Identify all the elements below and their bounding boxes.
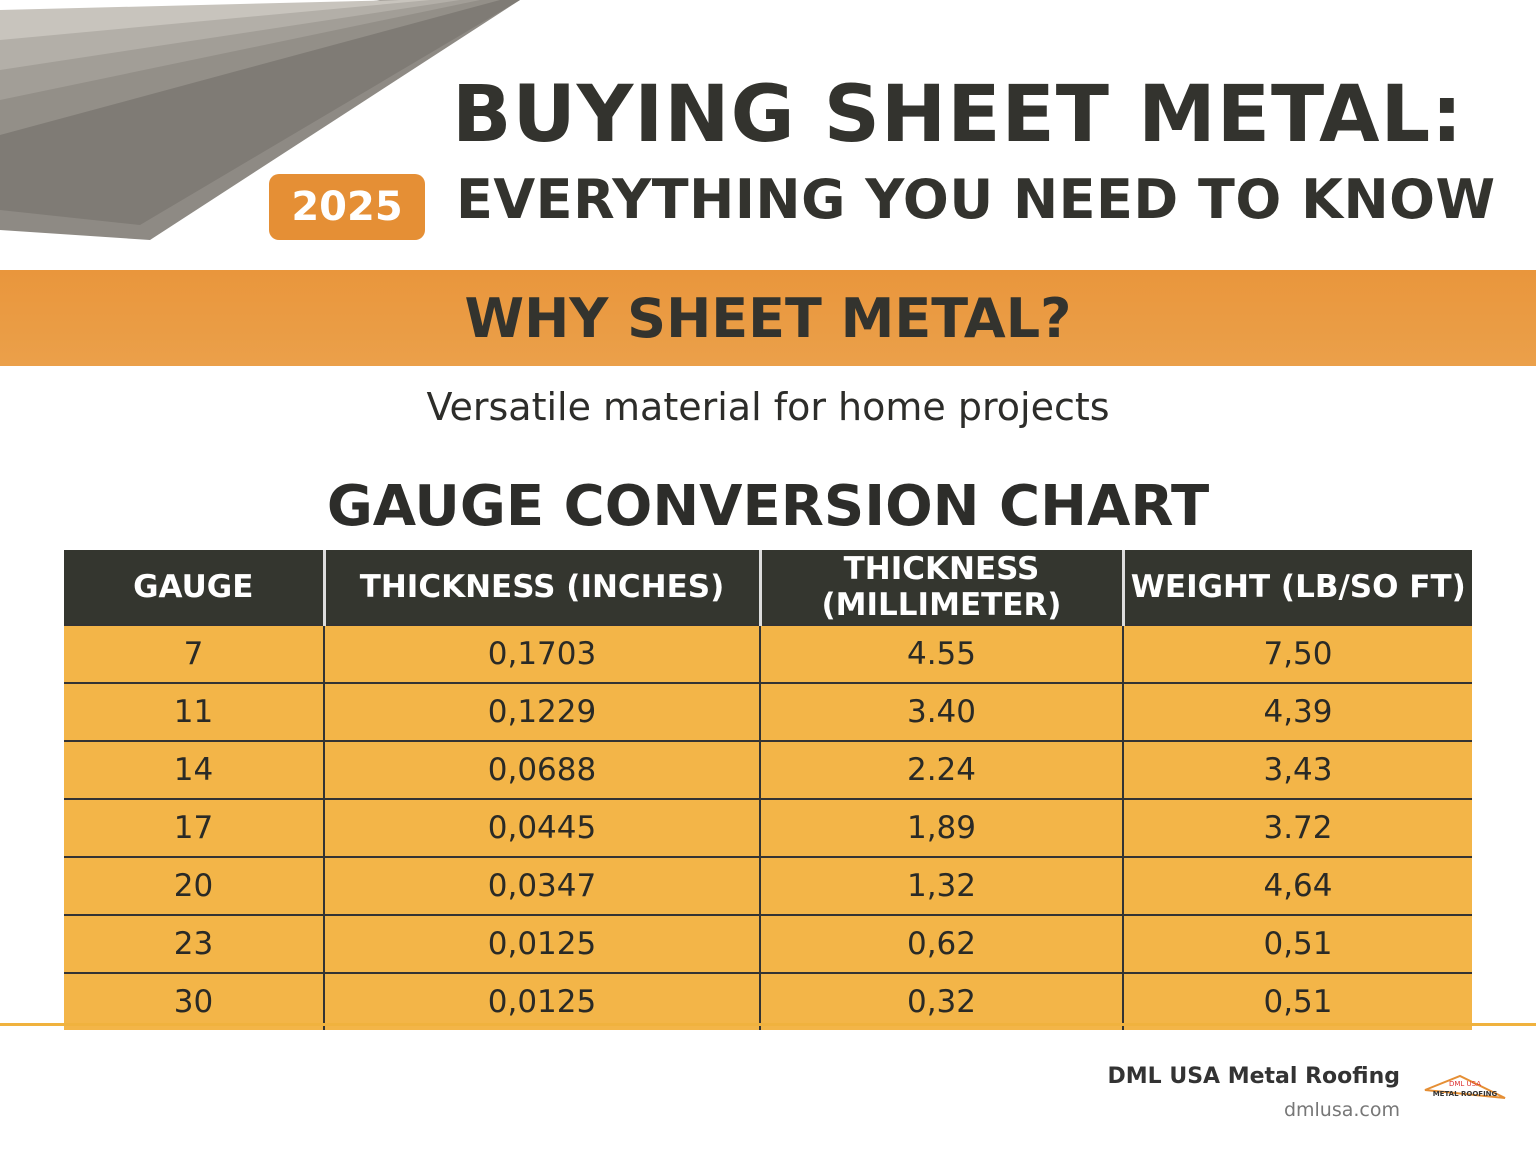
table-cell: 3,43 (1122, 740, 1472, 799)
table-row: 7 0,1703 4.55 7,50 (64, 624, 1472, 683)
brand-name: DML USA Metal Roofing (1107, 1064, 1401, 1089)
table-cell: 4.55 (759, 624, 1123, 683)
table-cell: 7 (64, 624, 324, 683)
table-row: 23 0,0125 0,62 0,51 (64, 914, 1472, 973)
table-cell: 0,1229 (323, 682, 760, 741)
table-cell: 0,32 (759, 972, 1123, 1030)
table-cell: 4,39 (1122, 682, 1472, 741)
table-cell: 17 (64, 798, 324, 857)
table-cell: 3.72 (1122, 798, 1472, 857)
table-cell: 0,51 (1122, 972, 1472, 1030)
table-row: 11 0,1229 3.40 4,39 (64, 682, 1472, 741)
logo-bottom: METAL ROOFING (1433, 1090, 1498, 1098)
table-row: 30 0,0125 0,32 0,51 (64, 972, 1472, 1030)
brand-url: dmlusa.com (1283, 1099, 1400, 1121)
table-row: 17 0,0445 1,89 3.72 (64, 798, 1472, 857)
table-cell: 7,50 (1122, 624, 1472, 683)
table-row: 14 0,0688 2.24 3,43 (64, 740, 1472, 799)
column-header: THICKNESS (MILLIMETER) (758, 550, 1123, 625)
table-cell: 0,0125 (323, 972, 760, 1030)
table-cell: 0,0347 (323, 856, 760, 915)
table-cell: 0,0688 (323, 740, 760, 799)
table-cell: 0,0445 (323, 798, 760, 857)
table-cell: 1,89 (759, 798, 1123, 857)
table-body: 7 0,1703 4.55 7,50 11 0,1229 3.40 4,39 14 0,0688 2… (64, 624, 1472, 1030)
sheet-metal-image (0, 0, 520, 240)
table-title: GAUGE CONVERSION CHART (326, 474, 1210, 539)
subtitle: EVERYTHING YOU NEED TO KNOW (456, 168, 1496, 231)
table-cell: 2.24 (759, 740, 1123, 799)
table-cell: 4,64 (1122, 856, 1472, 915)
table-cell: 0,1703 (323, 624, 760, 683)
column-header: WEIGHT (LB/SO FT) (1121, 550, 1472, 625)
divider (0, 1023, 1536, 1026)
title: BUYING SHEET METAL: (452, 70, 1464, 160)
table-cell: 0,51 (1122, 914, 1472, 973)
section-banner: WHY SHEET METAL? (0, 270, 1536, 366)
year-badge: 2025 (269, 174, 425, 240)
table-cell: 23 (64, 914, 324, 973)
table-row: 20 0,0347 1,32 4,64 (64, 856, 1472, 915)
logo-top: DML USA (1449, 1080, 1481, 1088)
table-cell: 3.40 (759, 682, 1123, 741)
logo: DML USA METAL ROOFING (1424, 1074, 1506, 1099)
column-header: GAUGE (64, 550, 324, 625)
gauge-table: GAUGE THICKNESS (INCHES) THICKNESS (MILLIM… (64, 550, 1472, 1030)
table-cell: 1,32 (759, 856, 1123, 915)
header-row: GAUGE THICKNESS (INCHES) THICKNESS (MILLIM… (64, 550, 1472, 625)
column-header: THICKNESS (INCHES) (322, 550, 760, 625)
table-cell: 30 (64, 972, 324, 1030)
table-cell: 14 (64, 740, 324, 799)
table-cell: 11 (64, 682, 324, 741)
table-cell: 0,0125 (323, 914, 760, 973)
table-cell: 20 (64, 856, 324, 915)
tagline: Versatile material for home projects (426, 385, 1110, 429)
table-cell: 0,62 (759, 914, 1123, 973)
